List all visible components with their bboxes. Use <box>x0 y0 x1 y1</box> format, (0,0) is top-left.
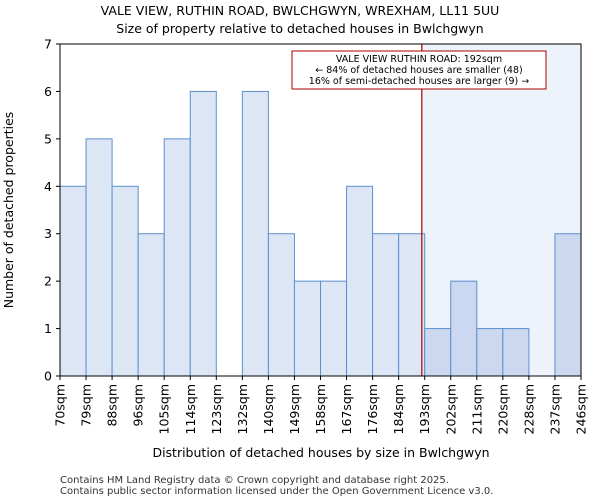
chart-title: VALE VIEW, RUTHIN ROAD, BWLCHGWYN, WREXH… <box>101 3 500 18</box>
x-tick-label-79sqm: 79sqm <box>79 384 94 427</box>
x-tick-label-88sqm: 88sqm <box>105 384 120 427</box>
x-tick-label-184sqm: 184sqm <box>391 384 406 434</box>
bar-220sqm <box>502 328 530 377</box>
x-tick-label-158sqm: 158sqm <box>313 384 328 434</box>
x-tick-label-167sqm: 167sqm <box>339 384 354 434</box>
bar-158sqm <box>320 280 348 377</box>
x-tick-label-105sqm: 105sqm <box>157 384 172 434</box>
annotation-line-3: 16% of semi-detached houses are larger (… <box>309 76 529 87</box>
annotation-box <box>291 50 547 90</box>
x-tick-label-246sqm: 246sqm <box>574 384 589 434</box>
x-axis-label: Distribution of detached houses by size … <box>152 445 489 460</box>
bar-149sqm <box>293 280 322 377</box>
y-tick-label-1: 1 <box>44 321 52 336</box>
annotation-line-2: ← 84% of detached houses are smaller (48… <box>315 65 522 76</box>
chart-subtitle: Size of property relative to detached ho… <box>116 21 483 36</box>
x-tick-label-70sqm: 70sqm <box>53 384 68 427</box>
bar-132sqm <box>241 90 269 377</box>
x-tick-label-140sqm: 140sqm <box>261 384 276 434</box>
y-tick-label-7: 7 <box>44 37 52 52</box>
bar-79sqm <box>85 138 113 377</box>
x-tick-label-132sqm: 132sqm <box>235 384 250 434</box>
x-tick-label-211sqm: 211sqm <box>469 384 484 434</box>
x-tick-label-96sqm: 96sqm <box>131 384 146 427</box>
bar-114sqm <box>189 90 217 377</box>
bar-140sqm <box>267 233 295 377</box>
bar-176sqm <box>372 233 400 377</box>
x-tick-label-149sqm: 149sqm <box>287 384 302 434</box>
x-tick-label-202sqm: 202sqm <box>443 384 458 434</box>
bar-88sqm <box>111 185 139 377</box>
y-tick-label-2: 2 <box>44 274 52 289</box>
x-tick-label-220sqm: 220sqm <box>495 384 510 434</box>
bar-70sqm <box>59 185 87 377</box>
x-tick-label-228sqm: 228sqm <box>521 384 536 434</box>
x-tick-label-237sqm: 237sqm <box>547 384 562 434</box>
bar-202sqm <box>450 280 478 377</box>
footer-line-1: Contains HM Land Registry data © Crown c… <box>60 475 449 486</box>
y-tick-label-3: 3 <box>44 226 52 241</box>
x-tick-label-193sqm: 193sqm <box>417 384 432 434</box>
bar-105sqm <box>163 138 191 377</box>
bar-193sqm <box>424 328 452 377</box>
bar-237sqm <box>554 233 582 377</box>
y-tick-label-5: 5 <box>44 131 52 146</box>
annotation-line-1: VALE VIEW RUTHIN ROAD: 192sqm <box>336 54 502 65</box>
x-tick-label-176sqm: 176sqm <box>365 384 380 434</box>
y-tick-label-6: 6 <box>44 84 52 99</box>
y-tick-label-0: 0 <box>44 369 52 384</box>
y-axis-label: Number of detached properties <box>1 112 16 309</box>
bar-211sqm <box>476 328 504 377</box>
y-tick-label-4: 4 <box>44 179 52 194</box>
x-tick-label-123sqm: 123sqm <box>209 384 224 434</box>
footer-line-2: Contains public sector information licen… <box>60 486 493 497</box>
bar-96sqm <box>137 233 165 377</box>
bar-167sqm <box>346 185 374 377</box>
bar-184sqm <box>398 233 426 377</box>
x-tick-label-114sqm: 114sqm <box>183 384 198 434</box>
